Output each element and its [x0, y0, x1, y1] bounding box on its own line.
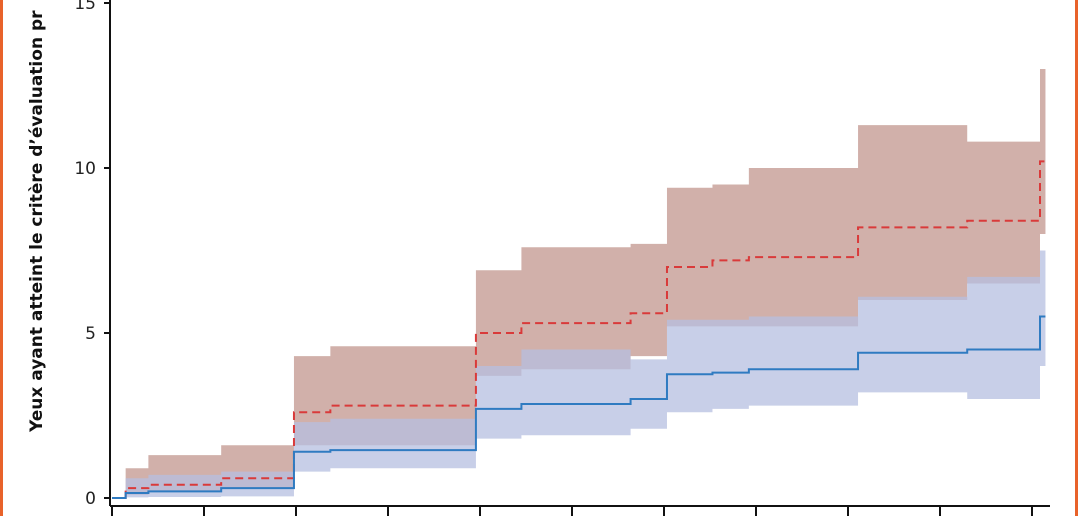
- x-ticks: [111, 506, 1033, 516]
- y-tick-label: 0: [85, 489, 96, 509]
- series-line-1: [112, 315, 1046, 499]
- y-ticks: 0 5 10 15: [74, 0, 110, 509]
- confidence-band-1: [125, 250, 1046, 498]
- y-tick-label: 10: [74, 159, 96, 179]
- y-axis-label: Yeux ayant atteint le critère d’évaluati…: [27, 10, 47, 433]
- frame-border-left: [0, 0, 3, 516]
- y-tick-label: 5: [85, 324, 96, 344]
- confidence-bands: [125, 69, 1046, 498]
- axes: [109, 0, 1050, 507]
- series-line-0: [112, 160, 1046, 499]
- frame-border-right: [1075, 0, 1078, 516]
- y-tick-label: 15: [74, 0, 96, 14]
- series-lines: [112, 160, 1046, 499]
- confidence-band-0: [125, 69, 1046, 495]
